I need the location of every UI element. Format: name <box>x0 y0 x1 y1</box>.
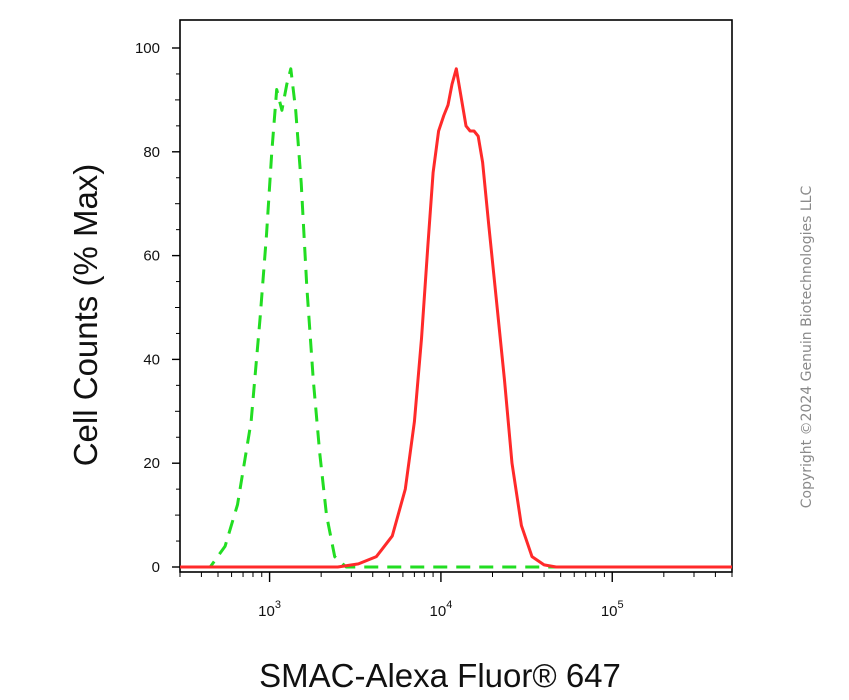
x-tick-base: 10 <box>430 603 447 620</box>
x-tick-base: 10 <box>601 603 618 620</box>
y-axis-ticks: 0 20 40 60 80 100 <box>135 40 180 576</box>
x-axis-ticks: 103 104 105 <box>179 572 733 620</box>
x-tick-exponent: 3 <box>275 599 281 611</box>
x-tick-exponent: 4 <box>446 599 452 611</box>
y-tick-label: 100 <box>135 40 160 57</box>
y-axis-title: Cell Counts (% Max) <box>67 164 104 467</box>
copyright-watermark: Copyright ©2024 Genuin Biotechnologies L… <box>799 186 815 509</box>
x-tick-label: 105 <box>601 599 624 620</box>
y-tick-label: 60 <box>143 248 160 265</box>
series-line-1 <box>180 67 732 569</box>
x-tick-label: 104 <box>430 599 453 620</box>
x-tick-base: 10 <box>258 603 275 620</box>
series-line-2 <box>180 67 732 569</box>
x-tick-exponent: 5 <box>618 599 624 611</box>
y-tick-label: 40 <box>143 351 160 368</box>
y-tick-label: 20 <box>143 455 160 472</box>
y-tick-label: 80 <box>143 144 160 161</box>
series-layer <box>180 67 732 569</box>
y-tick-label: 0 <box>152 559 160 576</box>
x-tick-label: 103 <box>258 599 281 620</box>
plot-frame <box>179 19 733 573</box>
x-axis-title: SMAC-Alexa Fluor® 647 <box>259 657 621 694</box>
